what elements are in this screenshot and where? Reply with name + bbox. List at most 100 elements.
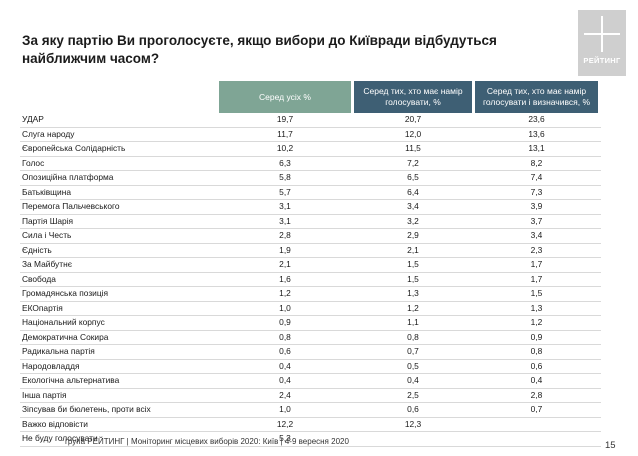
value-all: 0,8 [279,331,291,342]
row-label: Партія Шарія [22,215,74,226]
table-row: Інша партія 2,4 2,5 2,8 [20,389,601,403]
value-intend: 2,5 [407,389,419,400]
table-row: Не буду голосувати 5,3 [20,432,601,447]
table-row: Громадянська позиція 1,2 1,3 1,5 [20,287,601,302]
row-label: Батьківщина [22,186,71,197]
value-intend: 1,2 [407,302,419,313]
row-label: Громадянська позиція [22,288,109,298]
value-all: 1,9 [279,244,291,255]
value-all: 1,2 [279,288,291,298]
value-intend: 3,2 [407,215,419,226]
value-intend: 0,6 [407,404,419,414]
table-row: Перемога Пальчевського 3,1 3,4 3,9 [20,200,601,215]
value-all: 10,2 [276,143,294,153]
table-row: Європейська Солідарність 10,2 11,5 13,1 [20,142,601,157]
table-row: Голос 6,3 7,2 8,2 [20,157,601,171]
rating-logo: РЕЙТИНГ [578,10,626,76]
value-decided: 3,7 [530,215,543,226]
table-header: Серед усіх % Серед тих, хто має намір го… [219,81,601,113]
logo-text: РЕЙТИНГ [583,56,621,65]
value-decided [475,432,598,446]
value-intend: 1,5 [407,273,419,284]
value-decided: 0,6 [530,360,543,371]
table-row: УДАР 19,7 20,7 23,6 [20,113,601,128]
value-intend: 6,5 [407,172,419,182]
row-label: Перемога Пальчевського [22,201,120,211]
row-label: Народовладдя [22,360,80,371]
value-intend: 1,5 [407,259,419,269]
value-all: 19,7 [276,114,294,124]
column-header-all: Серед усіх % [219,81,351,113]
row-label: Важко відповісти [22,418,88,429]
value-intend: 20,7 [404,114,422,124]
value-all: 5,3 [279,433,291,443]
value-decided: 7,3 [530,186,543,197]
table-row: За Майбутнє 2,1 1,5 1,7 [20,258,601,273]
row-label: Зіпсував би бюлетень, проти всіх [22,404,151,414]
table-row: Партія Шарія 3,1 3,2 3,7 [20,215,601,229]
value-decided: 0,7 [530,404,543,414]
results-table: Серед усіх % Серед тих, хто має намір го… [20,81,601,447]
page-title: За яку партію Ви проголосуєте, якщо вибо… [22,33,497,66]
table-row: Зіпсував би бюлетень, проти всіх 1,0 0,6 0,… [20,403,601,418]
row-label: Опозиційна платформа [22,172,114,182]
table-row: Єдність 1,9 2,1 2,3 [20,244,601,258]
value-intend: 3,4 [407,201,419,211]
value-decided: 0,4 [530,375,543,385]
value-intend: 1,3 [407,288,419,298]
table-row: Свобода 1,6 1,5 1,7 [20,273,601,287]
value-intend: 12,0 [404,128,422,139]
value-all: 0,6 [279,346,291,356]
value-decided: 13,6 [528,128,545,139]
row-label: УДАР [22,114,44,124]
value-decided: 2,8 [530,389,543,400]
table-row: Батьківщина 5,7 6,4 7,3 [20,186,601,200]
value-decided: 3,9 [530,201,543,211]
value-all: 2,4 [279,389,291,400]
value-decided: 0,9 [530,331,543,342]
value-all: 2,8 [279,230,291,240]
value-all: 1,0 [279,302,291,313]
table-row: Сила і Честь 2,8 2,9 3,4 [20,229,601,244]
page-number: 15 [605,440,616,451]
table-body: УДАР 19,7 20,7 23,6 Слуга народу 11,7 12,0 13,6… [20,113,601,447]
value-decided: 3,4 [530,230,543,240]
value-decided [475,418,598,432]
value-intend: 0,5 [407,360,419,371]
value-decided: 1,3 [530,302,543,313]
table-row: Опозиційна платформа 5,8 6,5 7,4 [20,171,601,186]
column-header-decided: Серед тих, хто має намір голосувати і ви… [475,81,598,113]
value-all: 1,6 [279,273,291,284]
value-decided: 1,7 [530,259,543,269]
row-label: Радикальна партія [22,346,95,356]
value-all: 5,8 [279,172,291,182]
table-row: Демократична Сокира 0,8 0,8 0,9 [20,331,601,345]
value-intend: 0,8 [407,331,419,342]
value-all: 12,2 [276,418,294,429]
column-header-intend: Серед тих, хто має намір голосувати, % [354,81,472,113]
value-intend: 2,1 [407,244,419,255]
value-decided: 23,6 [528,114,545,124]
value-all: 11,7 [277,128,293,139]
logo-grid-icon [584,16,620,52]
table-row: Важко відповісти 12,2 12,3 [20,418,601,432]
value-all: 5,7 [279,186,291,197]
value-intend: 7,2 [407,157,419,168]
value-intend: 6,4 [407,186,419,197]
value-intend: 12,3 [404,418,422,429]
value-all: 0,9 [279,317,291,327]
value-decided: 7,4 [530,172,543,182]
table-row: Слуга народу 11,7 12,0 13,6 [20,128,601,142]
footer-source: група РЕЙТИНГ | Моніторинг місцевих вибо… [65,437,349,446]
value-decided: 8,2 [530,157,543,168]
table-row: Національний корпус 0,9 1,1 1,2 [20,316,601,331]
value-decided: 1,5 [530,288,543,298]
value-decided: 0,8 [530,346,543,356]
value-intend: 1,1 [407,317,419,327]
row-label: Сила і Честь [22,230,72,240]
table-row: ЕКОпартія 1,0 1,2 1,3 [20,302,601,316]
value-all: 1,0 [279,404,291,414]
row-label: Демократична Сокира [22,331,109,342]
value-all: 0,4 [279,360,291,371]
value-all: 2,1 [279,259,291,269]
